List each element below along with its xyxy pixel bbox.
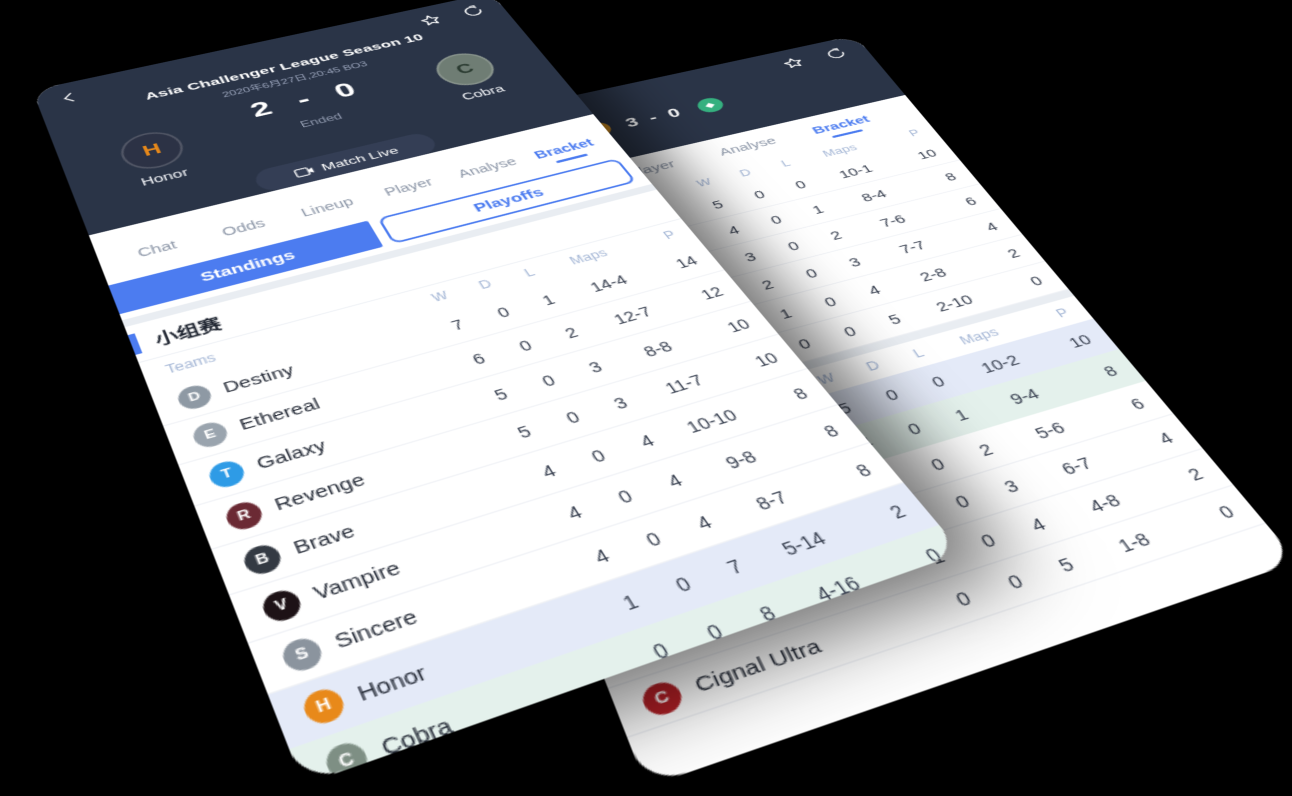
share-icon[interactable] — [817, 44, 855, 64]
away-team-logo: ◆ — [693, 96, 727, 115]
video-icon — [292, 165, 315, 179]
team-name: Galaxy — [253, 436, 330, 474]
team-logo-icon: C — [637, 677, 687, 719]
team-logo-icon: E — [189, 418, 231, 450]
team-logo-icon: T — [205, 457, 248, 491]
team-logo-icon: D — [174, 381, 215, 412]
team-logo-icon: V — [258, 585, 305, 625]
team-name: Honor — [353, 660, 431, 707]
team-logo-icon: H — [299, 684, 349, 729]
match-score: 3 - 0 — [622, 104, 687, 130]
team-name: Sincere — [331, 605, 422, 654]
team-name: Cobra — [377, 712, 457, 762]
team-logo-icon: S — [278, 633, 327, 675]
team-logo-icon: B — [239, 540, 285, 578]
team-logo-icon: R — [222, 497, 266, 533]
team-name: Brave — [290, 520, 359, 559]
section-accent-bar — [127, 332, 143, 355]
star-icon[interactable] — [775, 53, 813, 73]
team-logo-icon: C — [321, 738, 373, 785]
